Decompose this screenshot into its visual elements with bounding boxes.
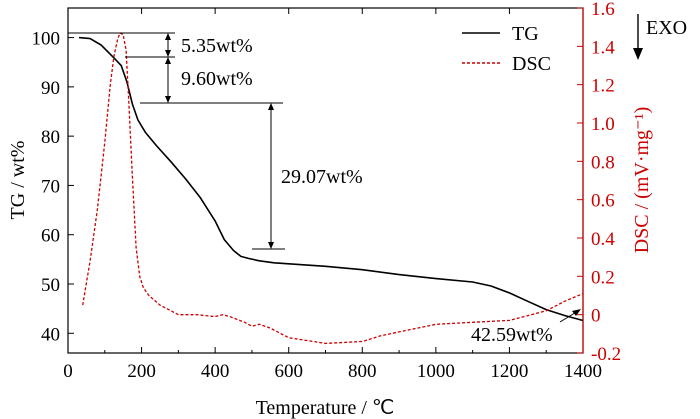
arrowhead: [165, 57, 171, 64]
series-line-tg: [78, 36, 584, 322]
y-left-tick-label: 40: [41, 324, 60, 345]
exo-indicator: EXO: [633, 14, 687, 60]
legend-label-tg: TG: [512, 23, 539, 45]
y-left-tick-labels: 40 50 60 70 80 90 100: [32, 29, 61, 346]
y-left-tick-label: 100: [32, 29, 61, 50]
y-right-tick-label: 1.2: [591, 76, 615, 97]
x-tick-label: 0: [63, 361, 73, 382]
y-right-tick-label: 0.4: [591, 229, 615, 250]
y-left-tick-label: 60: [41, 226, 60, 247]
x-tick-label: 1200: [490, 361, 528, 382]
y-left-tick-label: 90: [41, 78, 60, 99]
legend-label-dsc: DSC: [512, 53, 551, 75]
arrowhead: [268, 103, 274, 110]
y-right-tick-labels: -0.2 0 0.2 0.4 0.6 0.8 1.0 1.2 1.4 1.6: [591, 0, 621, 365]
arrowhead: [268, 242, 274, 249]
annotation-lines: [68, 32, 581, 323]
y-right-tick-label: 0: [591, 306, 601, 327]
arrowhead: [165, 96, 171, 103]
arrowhead: [572, 309, 581, 316]
annotation-9-60: 9.60wt%: [181, 68, 253, 90]
legend: TG DSC: [462, 23, 551, 75]
axis-ticks: [67, 7, 584, 354]
annotation-5-35: 5.35wt%: [181, 35, 253, 57]
arrowhead: [165, 33, 171, 40]
annotation-42-59: 42.59wt%: [471, 324, 553, 346]
x-tick-label: 800: [348, 361, 377, 382]
y-right-tick-label: -0.2: [591, 344, 621, 365]
x-tick-labels: 0 200 400 600 800 1000 1200 1400: [63, 361, 602, 382]
y-left-axis-title: TG / wt%: [7, 141, 29, 220]
y-right-tick-label: 0.8: [591, 152, 615, 173]
exo-arrowhead-icon: [633, 48, 643, 60]
x-tick-label: 600: [274, 361, 303, 382]
y-left-tick-label: 80: [41, 127, 60, 148]
y-left-tick-label: 70: [41, 176, 60, 197]
y-left-tick-label: 50: [41, 275, 60, 296]
x-tick-label: 200: [127, 361, 156, 382]
y-right-tick-label: 1.6: [591, 0, 615, 20]
x-tick-label: 400: [201, 361, 230, 382]
y-right-tick-label: 1.0: [591, 114, 615, 135]
y-right-tick-label: 0.6: [591, 191, 615, 212]
annotation-29-07: 29.07wt%: [281, 166, 363, 188]
x-axis-title: Temperature / ℃: [256, 397, 395, 419]
arrowhead: [165, 50, 171, 57]
y-right-tick-label: 1.4: [591, 37, 615, 58]
series-line-dsc: [82, 32, 584, 345]
exo-label: EXO: [646, 17, 687, 39]
y-right-tick-label: 0.2: [591, 267, 615, 288]
x-tick-label: 1000: [417, 361, 455, 382]
series-layer: [78, 32, 584, 345]
y-right-axis-title: DSC / (mV·mg⁻¹): [631, 107, 653, 254]
x-tick-label: 1400: [564, 361, 602, 382]
